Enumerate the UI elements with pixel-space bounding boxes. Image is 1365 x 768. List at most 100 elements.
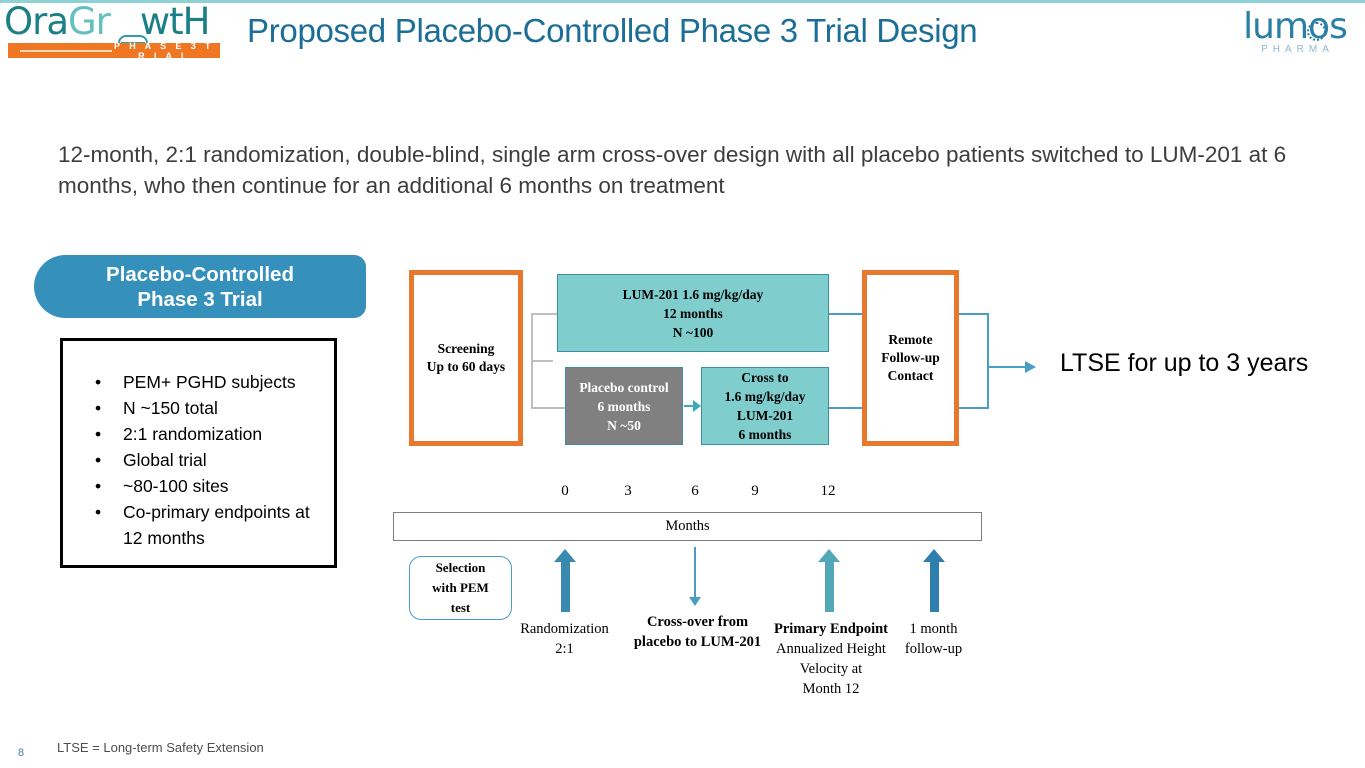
selection-line-1: Selection (435, 560, 486, 575)
connector-crossto-to-remote (829, 407, 862, 409)
crossto-line-3: LUM-201 (736, 408, 794, 423)
connector-to-lum201 (531, 313, 557, 315)
bullet-icon: • (95, 476, 102, 496)
bullet-icon: • (95, 372, 102, 392)
lum201-line-2: 12 months (663, 305, 723, 321)
crossto-line-4: 6 months (738, 427, 792, 442)
list-item: • Global trial (63, 447, 334, 473)
logo-text-part1: Ora (4, 0, 69, 43)
flow-box-screening: Screening Up to 60 days (409, 270, 523, 446)
remote-line-2: Follow-up (881, 350, 940, 365)
crossto-line-1: Cross to (741, 370, 789, 385)
selection-pem-box: Selection with PEM test (409, 556, 512, 620)
page-number: 8 (18, 747, 25, 759)
timeline-axis-label: Months (665, 518, 710, 534)
ltse-label: LTSE for up to 3 years (1060, 349, 1309, 377)
page-title: Proposed Placebo-Controlled Phase 3 Tria… (247, 12, 978, 49)
logo-text-part2: Gr (68, 0, 111, 43)
bullet-icon: • (95, 398, 102, 418)
remote-line-3: Contact (887, 368, 934, 383)
timeline-tick-label: 9 (751, 483, 759, 499)
flow-box-placebo-arm: Placebo control 6 months N ~50 (565, 367, 683, 445)
bullet-icon: • (95, 450, 102, 470)
placebo-line-1: Placebo control (579, 379, 669, 395)
note-primary-endpoint-line-1: Annualized Height (776, 641, 886, 657)
connector-to-placebo (531, 407, 565, 409)
note-randomization-line-2: 2:1 (555, 641, 574, 657)
screening-line-2: Up to 60 days (426, 359, 506, 374)
primary-endpoint-arrow-icon (818, 549, 840, 612)
bullet-icon: • (95, 502, 102, 522)
note-followup: 1 month follow-up (880, 619, 987, 659)
crossover-down-arrow-icon (689, 547, 701, 606)
note-crossover: Cross-over from placebo to LUM-201 (620, 612, 775, 652)
top-accent-line (0, 0, 1365, 3)
lumos-logo-subtitle: PHARMA (1261, 44, 1334, 55)
connector-remote-bottom (959, 407, 989, 409)
timeline-tick-label: 6 (691, 483, 699, 499)
crossto-line-2: 1.6 mg/kg/day (724, 389, 806, 404)
note-followup-line-2: follow-up (904, 641, 963, 657)
note-primary-endpoint-bold: Primary Endpoint (774, 621, 888, 637)
connector-screening-vertical (531, 313, 533, 408)
oragrowth-logo: OraGr wtH P H A S E 3 T R I A L (4, 0, 220, 61)
note-followup-line-1: 1 month (909, 621, 958, 637)
list-item-label: PEM+ PGHD subjects (123, 372, 296, 392)
flow-box-cross-to-lum201: Cross to 1.6 mg/kg/day LUM-201 6 months (701, 367, 829, 445)
list-item-label: Global trial (123, 450, 207, 470)
connector-remote-top (959, 313, 989, 315)
list-item: • Co-primary endpoints at 12 months (63, 499, 334, 551)
list-item-label: 2:1 randomization (123, 424, 263, 444)
timeline-tick-label: 12 (820, 483, 836, 499)
note-randomization-line-1: Randomization (520, 621, 609, 637)
list-item-label: N ~150 total (123, 398, 218, 418)
connector-remote-vertical (987, 313, 989, 408)
list-item-label: ~80-100 sites (123, 476, 229, 496)
crossover-arrow-icon (684, 400, 701, 412)
logo-tagline-bar: P H A S E 3 T R I A L (8, 40, 220, 61)
placebo-line-2: 6 months (597, 398, 651, 414)
timeline-axis-bar: Months (393, 512, 982, 541)
lum201-line-3: N ~100 (672, 324, 714, 340)
list-item: • 2:1 randomization (63, 421, 334, 447)
ltse-arrow-icon (989, 361, 1037, 373)
footnote-ltse: LTSE = Long-term Safety Extension (57, 740, 264, 755)
intro-paragraph: 12-month, 2:1 randomization, double-blin… (58, 142, 1287, 198)
trial-banner: Placebo-Controlled Phase 3 Trial (34, 255, 366, 318)
timeline-tick-label: 3 (624, 483, 632, 499)
note-crossover-bold: Cross-over from (646, 614, 749, 630)
note-primary-endpoint-line-3: Month 12 (802, 681, 860, 697)
randomization-arrow-icon (554, 549, 576, 612)
connector-lum201-to-remote (829, 313, 862, 315)
banner-line-1: Placebo-Controlled (106, 262, 294, 286)
remote-line-1: Remote (888, 332, 933, 347)
note-randomization: Randomization 2:1 (497, 619, 632, 659)
list-item: • N ~150 total (63, 395, 334, 421)
logo-text-part3: wtH (139, 0, 211, 43)
placebo-line-3: N ~50 (607, 417, 641, 433)
bullet-icon: • (95, 424, 102, 444)
note-primary-endpoint-line-2: Velocity at (799, 661, 863, 677)
tagline-rule (20, 49, 112, 52)
list-item-label: Co-primary endpoints at 12 months (123, 502, 310, 548)
followup-arrow-icon (923, 549, 945, 612)
note-primary-endpoint: Primary Endpoint Annualized Height Veloc… (757, 619, 905, 699)
list-item: • ~80-100 sites (63, 473, 334, 499)
lumos-logo-text: lumos (1243, 6, 1348, 47)
selection-line-2: with PEM (432, 580, 489, 595)
banner-line-2: Phase 3 Trial (137, 287, 263, 311)
dot-ring-icon (1307, 22, 1326, 41)
lumos-pharma-logo: lumos PHARMA (1233, 8, 1357, 60)
selection-line-3: test (450, 600, 471, 615)
lum201-line-1: LUM-201 1.6 mg/kg/day (622, 286, 764, 302)
flow-box-remote-followup: Remote Follow-up Contact (862, 270, 959, 446)
screening-line-1: Screening (437, 341, 495, 356)
connector-screening-stem (531, 360, 553, 362)
note-crossover-line-1: placebo to LUM-201 (633, 634, 762, 650)
logo-tagline: P H A S E 3 T R I A L (114, 40, 214, 61)
timeline-tick-label: 0 (561, 483, 569, 499)
trial-facts-box: • PEM+ PGHD subjects • N ~150 total • 2:1 ran… (60, 338, 337, 568)
flow-box-lum201-arm: LUM-201 1.6 mg/kg/day 12 months N ~100 (557, 274, 829, 352)
trial-facts-list: • PEM+ PGHD subjects • N ~150 total • 2:1 ran… (63, 341, 334, 551)
